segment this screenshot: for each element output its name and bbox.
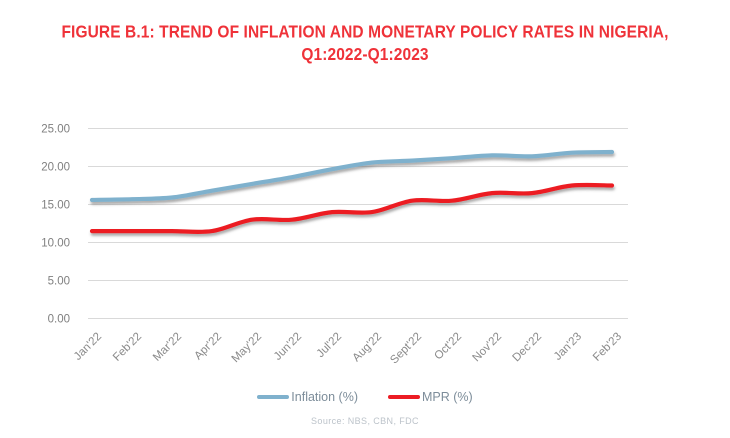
y-axis-tick-label: 0.00 bbox=[48, 314, 70, 326]
y-axis-tick-label: 25.00 bbox=[41, 124, 70, 136]
x-axis-tick-label: Mar'22 bbox=[151, 331, 184, 364]
x-axis-tick-label: Sept'22 bbox=[388, 331, 424, 367]
figure-title: FIGURE B.1: TREND OF INFLATION AND MONET… bbox=[0, 22, 730, 68]
figure-title-line1: FIGURE B.1: TREND OF INFLATION AND MONET… bbox=[61, 23, 669, 43]
figure-title-line2: Q1:2022-Q1:2023 bbox=[301, 46, 429, 66]
chart-legend: Inflation (%) MPR (%) bbox=[0, 390, 730, 404]
x-axis-tick-label: Oct'22 bbox=[432, 331, 464, 363]
inflation-line-swatch bbox=[257, 395, 290, 399]
mpr-line-swatch bbox=[388, 395, 420, 399]
legend-label-inflation: Inflation (%) bbox=[291, 390, 358, 404]
x-axis-tick-label: Apr'22 bbox=[192, 331, 224, 363]
source-note: Source: NBS, CBN, FDC bbox=[311, 416, 419, 426]
legend-label-mpr: MPR (%) bbox=[422, 390, 473, 404]
x-axis-tick-label: May'22 bbox=[230, 331, 264, 365]
y-axis-tick-label: 15.00 bbox=[41, 200, 70, 212]
x-axis-tick-label: Feb'23 bbox=[591, 331, 624, 364]
x-axis-tick-label: Dec'22 bbox=[511, 331, 545, 365]
x-axis-tick-label: Jun'22 bbox=[272, 331, 304, 363]
legend-item-mpr: MPR (%) bbox=[388, 390, 473, 404]
legend-item-inflation: Inflation (%) bbox=[257, 390, 358, 404]
x-axis-tick-label: Nov'22 bbox=[471, 331, 505, 365]
inflation-line bbox=[89, 149, 615, 203]
x-axis-tick-label: Jan'22 bbox=[72, 331, 104, 363]
y-axis-tick-label: 20.00 bbox=[41, 162, 70, 174]
y-axis-tick-label: 5.00 bbox=[48, 276, 70, 288]
x-axis-tick-label: Feb'22 bbox=[111, 331, 144, 364]
x-axis-tick-label: Aug'22 bbox=[351, 331, 385, 365]
y-axis-tick-label: 10.00 bbox=[41, 238, 70, 250]
x-axis-tick-label: Jan'23 bbox=[552, 331, 584, 363]
mpr-line bbox=[89, 182, 615, 235]
x-axis-tick-label: Jul'22 bbox=[315, 331, 344, 360]
